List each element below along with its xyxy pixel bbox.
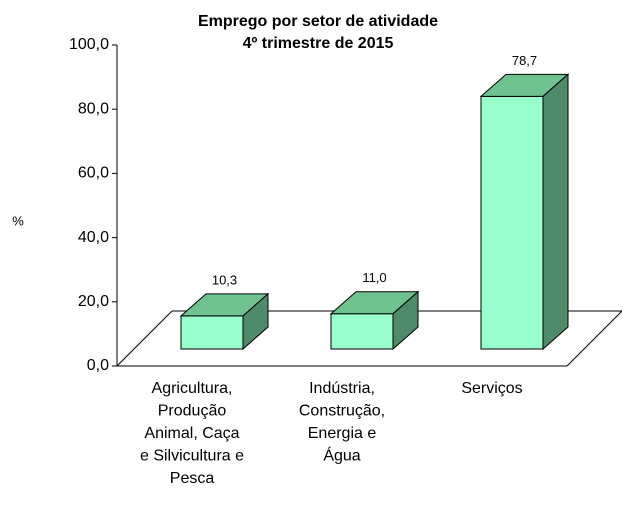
x-tick-label: Indústria, [309, 380, 375, 397]
bar-face [330, 313, 394, 350]
bar-face [542, 73, 569, 351]
bar-face [180, 315, 244, 350]
y-tick-label: 40,0 [78, 229, 109, 246]
bar-face [480, 95, 544, 350]
x-tick-label: Construção, [299, 403, 385, 420]
bar-face [242, 292, 269, 351]
y-tick-label: 80,0 [78, 100, 109, 117]
y-tick-label: 60,0 [78, 165, 109, 182]
value-label: 10,3 [212, 272, 237, 287]
x-tick-label: Água [323, 446, 360, 465]
chart-title: Emprego por setor de atividade [198, 13, 438, 30]
x-tick-label: Energia e [308, 425, 377, 442]
x-tick-label: Pesca [170, 470, 215, 487]
chart-subtitle: 4º trimestre de 2015 [243, 35, 394, 52]
x-tick-label: e Silvicultura e [140, 448, 244, 465]
bar-face [392, 290, 419, 351]
y-tick-label: 0,0 [87, 357, 109, 374]
y-tick-label: 100,0 [69, 36, 109, 53]
bar [329, 290, 420, 351]
y-axis-label: % [12, 213, 24, 228]
y-tick-label: 20,0 [78, 293, 109, 310]
x-tick-label: Animal, Caça [144, 425, 239, 442]
value-label: 11,0 [362, 270, 386, 285]
bar [179, 292, 270, 351]
value-label: 78,7 [512, 53, 537, 68]
x-tick-label: Produção [158, 403, 227, 420]
x-tick-label: Agricultura, [152, 380, 233, 397]
bar [479, 73, 570, 351]
x-tick-label: Serviços [461, 380, 522, 397]
